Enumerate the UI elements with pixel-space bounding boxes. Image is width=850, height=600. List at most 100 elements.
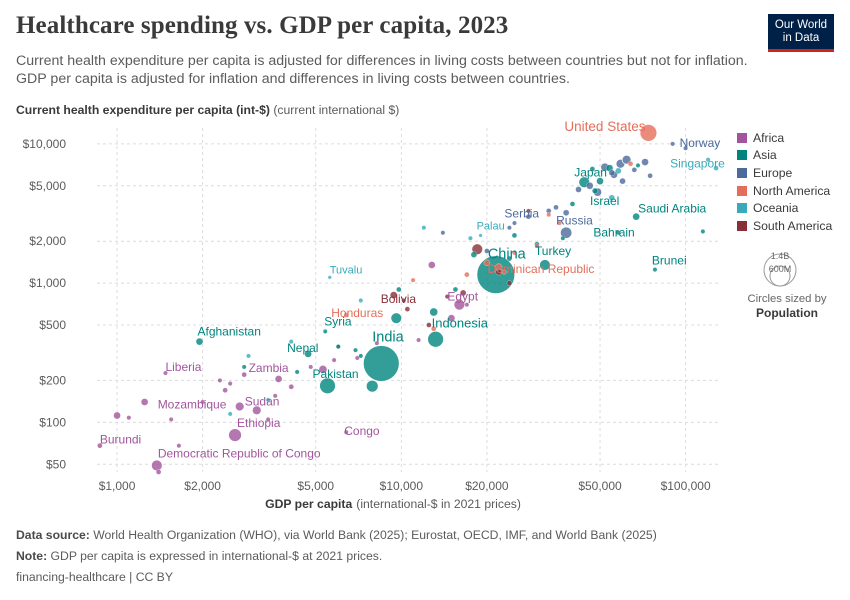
legend-item-europe[interactable]: Europe (737, 164, 832, 182)
x-tick-label: $50,000 (578, 479, 622, 493)
footer-note: Note: GDP per capita is expressed in int… (16, 549, 382, 563)
data-point (353, 347, 358, 353)
label-bahrain: Bahrain (593, 226, 634, 240)
label-egypt: Egypt (447, 290, 478, 304)
owid-logo[interactable]: Our World in Data (768, 14, 834, 52)
y-tick-label: $50 (46, 457, 66, 471)
point-singapore (705, 157, 711, 163)
data-point (176, 443, 182, 449)
footer-slug[interactable]: financing-healthcare | CC BY (16, 570, 173, 584)
legend: Africa Asia Europe North America Oceania… (737, 129, 832, 235)
label-liberia: Liberia (165, 360, 201, 374)
data-point (641, 158, 649, 166)
data-point (506, 255, 513, 262)
point-india (362, 345, 400, 382)
data-point (241, 372, 247, 378)
legend-item-oceania[interactable]: Oceania (737, 199, 832, 217)
data-point (557, 220, 562, 226)
legend-label: Africa (753, 130, 785, 145)
x-axis-label: GDP per capita (265, 497, 352, 511)
label-mozambique: Mozambique (158, 397, 227, 411)
data-point (294, 369, 300, 375)
data-point (401, 298, 407, 303)
legend-item-africa[interactable]: Africa (737, 129, 832, 147)
logo-line-2: in Data (782, 32, 820, 44)
size-caption-variable: Population (756, 306, 818, 320)
data-point (200, 399, 205, 405)
source-text[interactable]: World Health Organization (WHO), via Wor… (93, 528, 657, 542)
point-serbia (507, 225, 512, 231)
y-tick-label: $5,000 (29, 179, 66, 193)
data-point (428, 261, 436, 269)
data-point (589, 166, 596, 172)
data-point (569, 201, 576, 207)
x-axis-title: GDP per capita (international-$ in 2021 p… (265, 497, 521, 511)
point-honduras (343, 312, 349, 318)
label-bolivia: Bolivia (381, 292, 417, 306)
data-point (227, 381, 233, 386)
logo-accent-bar (768, 49, 834, 52)
data-point (627, 161, 634, 167)
point-palau (478, 233, 483, 238)
point-turkey (539, 259, 551, 271)
data-point (410, 277, 416, 283)
legend-item-south-america[interactable]: South America (737, 217, 832, 235)
x-tick-label: $10,000 (380, 479, 424, 493)
data-point (416, 337, 421, 343)
point-afghanistan (195, 337, 204, 346)
y-axis-unit: (current international $) (273, 103, 400, 117)
data-point (246, 353, 251, 359)
data-point (331, 357, 337, 363)
data-point (596, 177, 604, 185)
label-saudi-arabia: Saudi Arabia (638, 202, 706, 216)
data-point (506, 280, 513, 286)
data-point (512, 250, 517, 256)
label-united-states: United States (564, 119, 645, 134)
label-dominican-republic: Dominican Republic (488, 262, 595, 276)
data-point (619, 177, 626, 185)
point-brunei (652, 267, 658, 272)
label-serbia: Serbia (504, 207, 539, 221)
legend-item-north-america[interactable]: North America (737, 182, 832, 200)
label-india: India (372, 329, 404, 345)
legend-label: Oceania (753, 201, 799, 216)
label-afghanistan: Afghanistan (198, 325, 261, 339)
point-israel (592, 187, 598, 194)
label-israel: Israel (590, 194, 619, 208)
legend-item-asia[interactable]: Asia (737, 147, 832, 165)
data-point (155, 469, 162, 475)
label-russia: Russia (556, 214, 593, 228)
logo-line-1: Our World (774, 19, 828, 31)
point-tuvalu (327, 275, 332, 280)
x-tick-label: $5,000 (297, 479, 334, 493)
grid-lines (97, 128, 718, 472)
data-point (265, 397, 271, 403)
data-point (431, 326, 437, 332)
point-zambia (274, 375, 283, 383)
data-point (374, 340, 380, 346)
data-point (608, 194, 615, 201)
label-ethiopia: Ethiopia (237, 416, 281, 430)
label-nepal: Nepal (287, 341, 318, 355)
point-pakistan (319, 377, 336, 395)
legend-label: South America (753, 218, 833, 233)
data-point (575, 186, 582, 193)
source-label: Data source: (16, 528, 90, 542)
label-indonesia: Indonesia (432, 315, 489, 330)
data-point (335, 344, 341, 349)
legend-swatch (737, 132, 747, 143)
label-pakistan: Pakistan (313, 367, 359, 381)
legend-label: Europe (753, 165, 793, 180)
data-point (615, 167, 622, 175)
data-point (390, 312, 403, 325)
chart-subtitle: Current health expenditure per capita is… (16, 53, 748, 87)
y-axis-title: Current health expenditure per capita (i… (16, 103, 399, 117)
data-point (168, 417, 174, 422)
point-russia (559, 226, 573, 239)
data-point (470, 251, 478, 258)
size-legend: 1.4B 600M (763, 251, 797, 287)
y-tick-label: $100 (39, 415, 66, 429)
data-point (426, 322, 432, 328)
label-burundi: Burundi (100, 433, 141, 447)
